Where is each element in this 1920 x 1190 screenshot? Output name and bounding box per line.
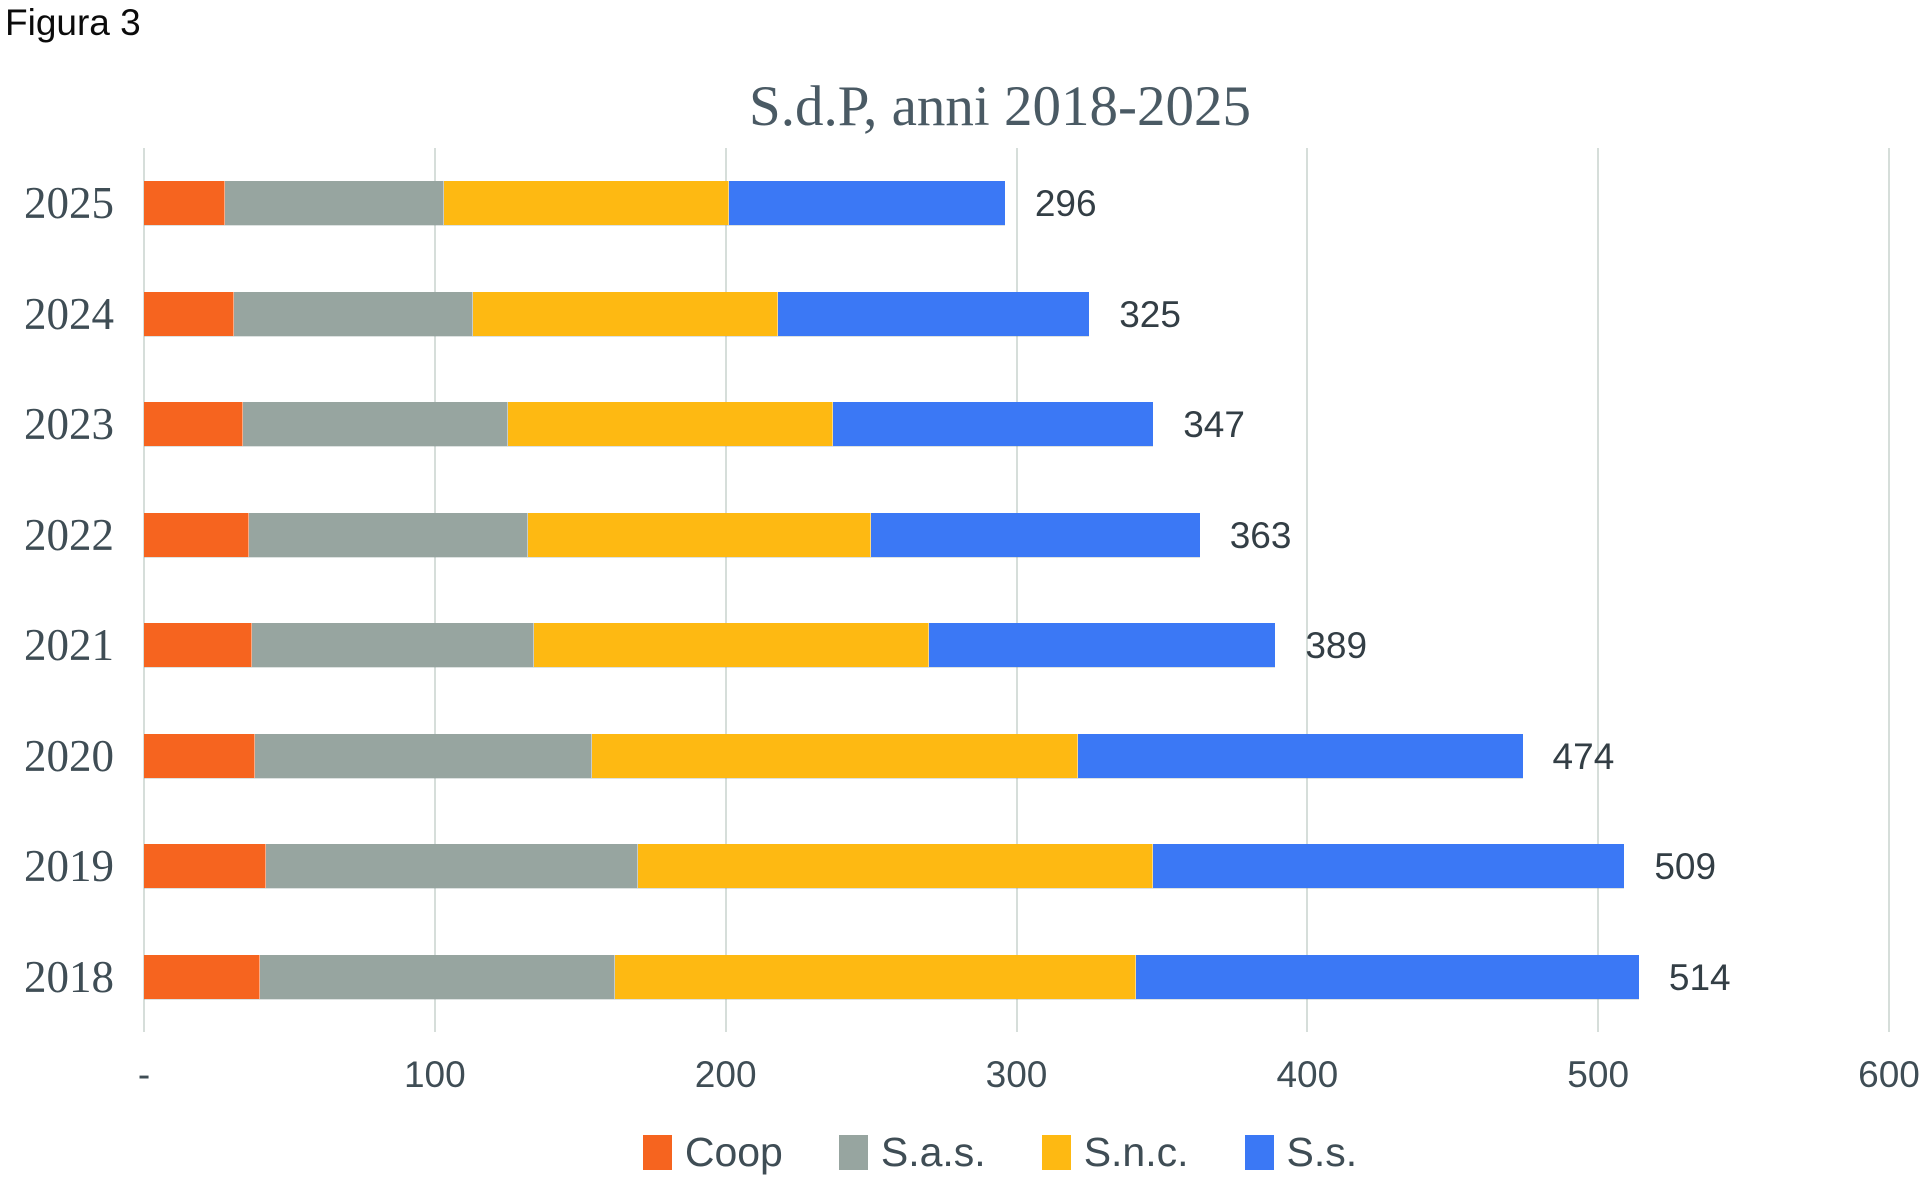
bar-segment-ss	[1077, 733, 1523, 778]
x-axis: - 100 200 300 400 500 600	[138, 1054, 1920, 1098]
bar-segment-sas	[260, 954, 616, 999]
bar-segment-ss	[833, 402, 1154, 447]
bar-segment-coop	[144, 402, 243, 447]
category-label: 2018	[24, 951, 114, 1002]
stacked-bar	[144, 181, 1005, 226]
total-label: 509	[1654, 846, 1717, 888]
x-tick-label: 500	[1567, 1054, 1630, 1095]
bar-row: 2024 325	[24, 291, 1889, 336]
bar-segment-coop	[144, 291, 235, 336]
bar-segment-sas	[234, 291, 473, 336]
bar-row: 2018 514	[24, 954, 1889, 999]
bar-segment-snc	[507, 402, 834, 447]
bar-segment-snc	[472, 291, 778, 336]
figure-label: Figura 3	[5, 2, 141, 43]
gridline	[1306, 148, 1309, 1032]
bar-segment-sas	[225, 181, 444, 226]
stacked-bar	[144, 291, 1090, 336]
legend-swatch	[1041, 1134, 1071, 1170]
legend-swatch	[838, 1134, 868, 1170]
legend-item: S.n.c.	[1041, 1128, 1189, 1175]
bar-segment-coop	[144, 954, 261, 999]
category-label: 2022	[24, 509, 114, 560]
bar-row: 2021 389	[24, 623, 1889, 668]
legend-item: S.a.s.	[838, 1128, 986, 1175]
category-label: 2023	[24, 399, 114, 450]
total-label: 363	[1229, 514, 1292, 556]
stacked-bar	[144, 844, 1625, 889]
bar-segment-ss	[1153, 844, 1625, 889]
total-label: 296	[1034, 183, 1097, 225]
bar-segment-coop	[144, 844, 267, 889]
legend-item: S.s.	[1244, 1128, 1358, 1175]
bar-segment-snc	[591, 733, 1078, 778]
legend-swatch	[642, 1134, 672, 1170]
x-tick-label: -	[137, 1054, 151, 1095]
bar-segment-snc	[638, 844, 1154, 889]
gridline	[724, 148, 727, 1032]
bar-segment-ss	[778, 291, 1090, 336]
bar-segment-snc	[527, 512, 872, 557]
bar-segment-coop	[144, 181, 226, 226]
bar-segment-coop	[144, 733, 255, 778]
category-label: 2021	[24, 620, 114, 671]
total-label: 389	[1305, 625, 1368, 667]
chart-title: S.d.P, anni 2018-2025	[749, 75, 1251, 138]
bar-row: 2023 347	[24, 402, 1889, 447]
bar-segment-ss	[1135, 954, 1639, 999]
bar-segment-sas	[251, 623, 534, 668]
gridline	[433, 148, 436, 1032]
bar-segment-sas	[266, 844, 639, 889]
total-label: 325	[1119, 293, 1181, 335]
stacked-bar	[144, 512, 1200, 557]
x-tick-label: 100	[403, 1054, 466, 1095]
legend-label: Coop	[684, 1128, 783, 1175]
bar-row: 2025 296	[24, 181, 1889, 226]
x-tick-label: 400	[1276, 1054, 1339, 1095]
bar-segment-sas	[248, 512, 528, 557]
category-label: 2024	[24, 288, 114, 339]
gridline	[143, 148, 145, 1032]
bar-row: 2022 363	[24, 512, 1889, 557]
gridline	[1888, 148, 1890, 1032]
x-tick-label: 200	[694, 1054, 757, 1095]
bar-segment-coop	[144, 512, 249, 557]
x-tick-label: 600	[1858, 1054, 1920, 1095]
bar-segment-ss	[728, 181, 1005, 226]
legend-label: S.n.c.	[1083, 1128, 1189, 1175]
x-tick-label: 300	[985, 1054, 1048, 1095]
total-label: 514	[1668, 956, 1731, 998]
legend-swatch	[1244, 1134, 1274, 1170]
stacked-bar	[144, 954, 1639, 999]
bar-segment-snc	[615, 954, 1136, 999]
bar-segment-sas	[254, 733, 592, 778]
bar-row: 2019 509	[24, 844, 1889, 889]
plot-area: 2025 296 2024 325 2023 347 2022 363 2021 389 2020 4…	[24, 148, 1890, 1032]
stacked-bar	[144, 733, 1523, 778]
legend-label: S.a.s.	[880, 1128, 986, 1175]
stacked-bar	[144, 623, 1276, 668]
legend-item: Coop	[642, 1128, 783, 1175]
gridline	[1015, 148, 1018, 1032]
bar-segment-ss	[929, 623, 1276, 668]
gridline	[1597, 148, 1600, 1032]
category-label: 2019	[24, 841, 114, 892]
total-label: 474	[1552, 735, 1615, 777]
bar-row: 2020 474	[24, 733, 1889, 778]
legend: Coop S.a.s. S.n.c. S.s.	[144, 1124, 1856, 1180]
total-label: 347	[1183, 404, 1245, 446]
stacked-bar	[144, 402, 1154, 447]
category-label: 2025	[24, 178, 114, 229]
bar-segment-ss	[871, 512, 1200, 557]
bar-segment-sas	[242, 402, 508, 447]
legend-label: S.s.	[1286, 1128, 1358, 1175]
bar-segment-snc	[533, 623, 930, 668]
bar-segment-coop	[144, 623, 252, 668]
category-label: 2020	[24, 730, 114, 781]
bar-segment-snc	[443, 181, 729, 226]
